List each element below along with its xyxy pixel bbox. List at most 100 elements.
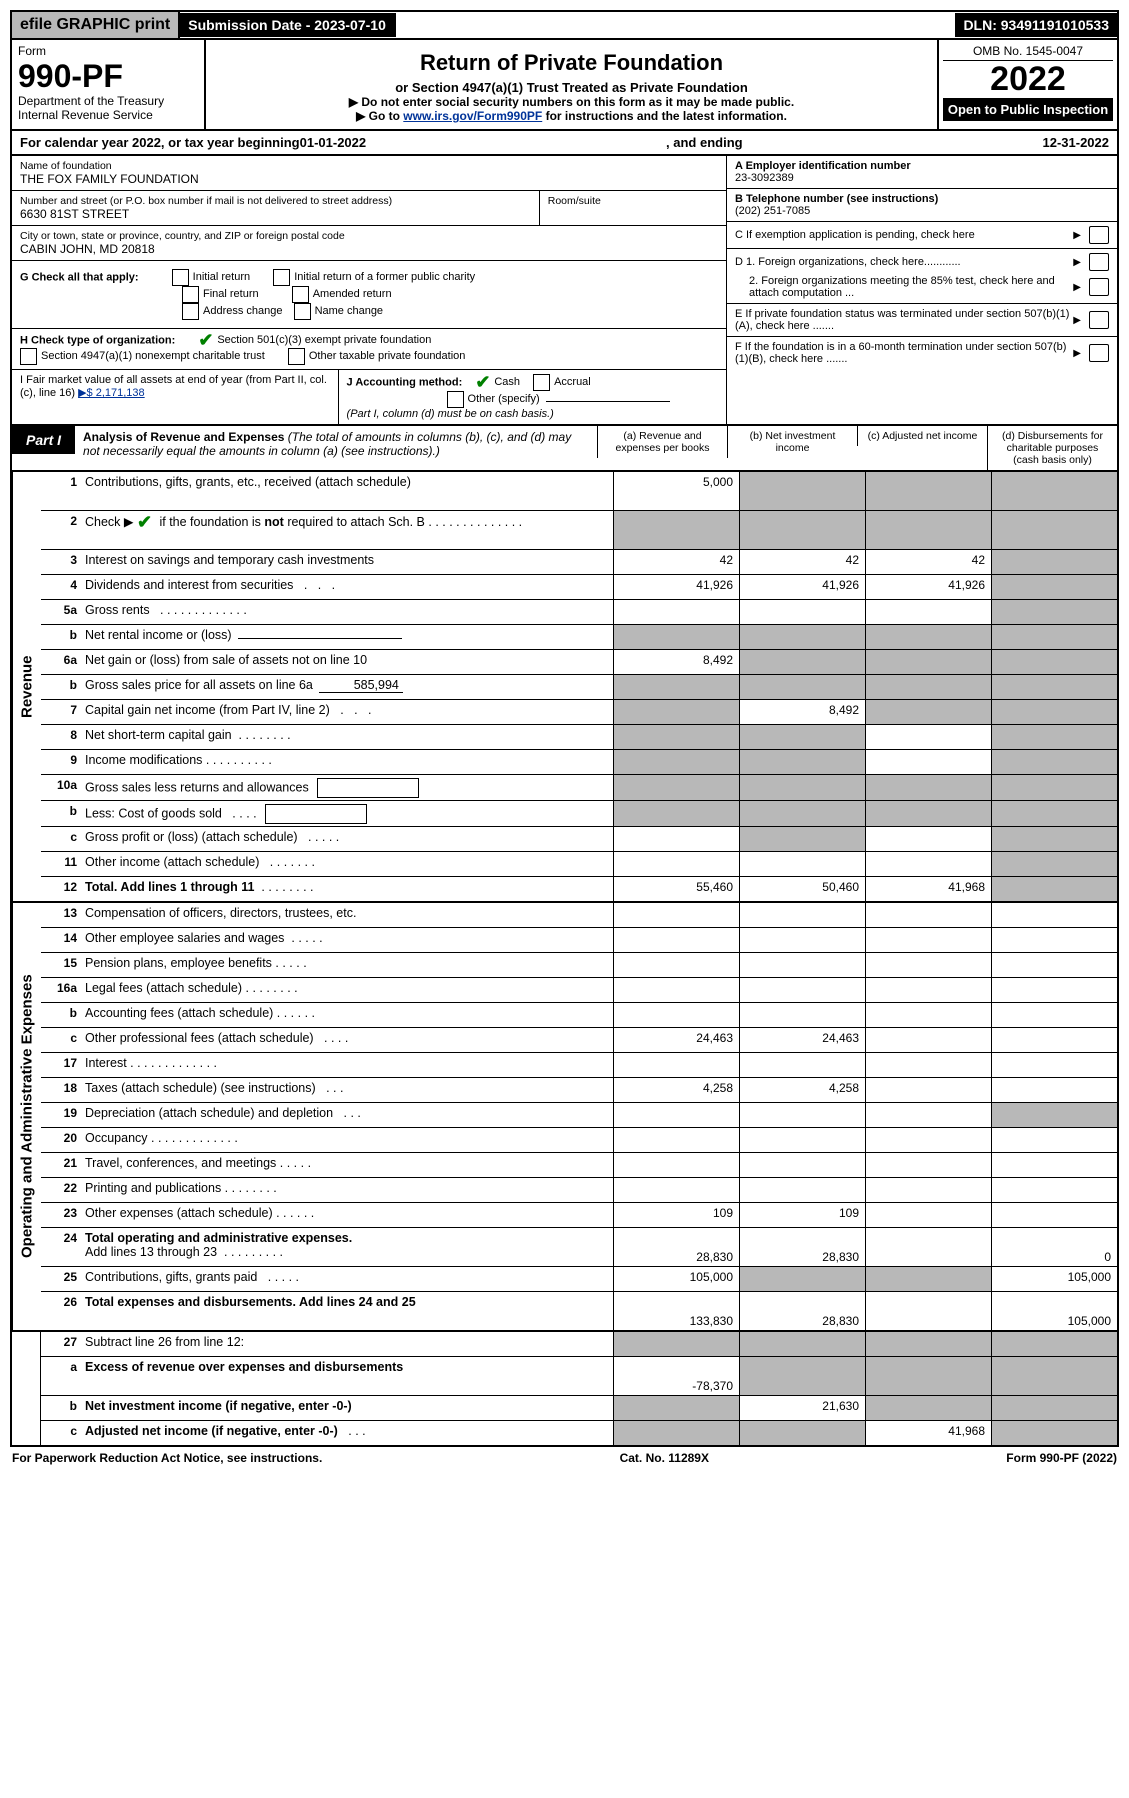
amt-b — [739, 650, 865, 674]
amt-c — [865, 1332, 991, 1356]
other-specify-line[interactable] — [546, 401, 670, 402]
d1-checkbox[interactable] — [1089, 253, 1109, 271]
row-num: 7 — [41, 700, 83, 724]
chk-other-method[interactable] — [447, 391, 464, 408]
amt-c — [865, 1267, 991, 1291]
amt-b: 8,492 — [739, 700, 865, 724]
amt-c: 42 — [865, 550, 991, 574]
amt-b — [739, 1003, 865, 1027]
ein-cell: A Employer identification number 23-3092… — [727, 156, 1117, 189]
arrow-icon — [1073, 314, 1083, 326]
amt-b — [739, 625, 865, 649]
g-label: G Check all that apply: — [20, 271, 139, 283]
r19-text: Depreciation (attach schedule) and deple… — [85, 1106, 333, 1120]
chk-501c3[interactable] — [198, 333, 213, 348]
irs-link[interactable]: www.irs.gov/Form990PF — [403, 109, 542, 123]
row-7: 7 Capital gain net income (from Part IV,… — [41, 700, 1117, 725]
row-3: 3 Interest on savings and temporary cash… — [41, 550, 1117, 575]
part1-label: Part I — [12, 426, 75, 454]
row-5a: 5a Gross rents . . . . . . . . . . . . . — [41, 600, 1117, 625]
amt-c — [865, 928, 991, 952]
amt-b — [739, 1421, 865, 1445]
amt-c: 41,926 — [865, 575, 991, 599]
row-10a: 10a Gross sales less returns and allowan… — [41, 775, 1117, 801]
amt-c — [865, 953, 991, 977]
chk-4947[interactable] — [20, 348, 37, 365]
form-subtitle: or Section 4947(a)(1) Trust Treated as P… — [212, 80, 931, 95]
chk-other-taxable[interactable] — [288, 348, 305, 365]
r10c-text: Gross profit or (loss) (attach schedule) — [85, 830, 298, 844]
row-desc: Interest on savings and temporary cash i… — [83, 550, 613, 574]
amt-d — [991, 928, 1117, 952]
amt-b: 109 — [739, 1203, 865, 1227]
row-desc: Other expenses (attach schedule) . . . .… — [83, 1203, 613, 1227]
arrow-icon — [1073, 347, 1083, 359]
row-num: 5a — [41, 600, 83, 624]
amt-a — [613, 1003, 739, 1027]
amt-d — [991, 1357, 1117, 1395]
amt-b — [739, 1128, 865, 1152]
row-10c: c Gross profit or (loss) (attach schedul… — [41, 827, 1117, 852]
entity-info: Name of foundation THE FOX FAMILY FOUNDA… — [10, 156, 1119, 426]
row-2: 2 Check ▶ if the foundation is not requi… — [41, 511, 1117, 550]
amt-b: 50,460 — [739, 877, 865, 901]
amt-d — [991, 1153, 1117, 1177]
amt-b: 4,258 — [739, 1078, 865, 1102]
amt-c — [865, 650, 991, 674]
chk-amended[interactable] — [292, 286, 309, 303]
row-num: 18 — [41, 1078, 83, 1102]
chk-address-change[interactable] — [182, 303, 199, 320]
f-checkbox[interactable] — [1089, 344, 1109, 362]
opt-other-method: Other (specify) — [468, 393, 540, 405]
arrow-icon — [1073, 281, 1083, 293]
row-desc: Gross sales less returns and allowances — [83, 775, 613, 800]
expenses-section: Operating and Administrative Expenses 13… — [10, 903, 1119, 1332]
chk-name-change[interactable] — [294, 303, 311, 320]
header-left: Form 990-PF Department of the Treasury I… — [12, 40, 206, 129]
c-checkbox[interactable] — [1089, 226, 1109, 244]
chk-final-return[interactable] — [182, 286, 199, 303]
j-cell: J Accounting method: Cash Accrual Other … — [339, 370, 726, 424]
amt-a — [613, 1128, 739, 1152]
chk-cash[interactable] — [475, 375, 490, 390]
r2-suffix: if the foundation is — [156, 515, 264, 529]
entity-left: Name of foundation THE FOX FAMILY FOUNDA… — [12, 156, 726, 424]
row-num: c — [41, 827, 83, 851]
row-15: 15 Pension plans, employee benefits . . … — [41, 953, 1117, 978]
amt-b — [739, 1178, 865, 1202]
row-25: 25 Contributions, gifts, grants paid . .… — [41, 1267, 1117, 1292]
amt-d — [991, 625, 1117, 649]
row-27a: a Excess of revenue over expenses and di… — [41, 1357, 1117, 1396]
amt-b — [739, 978, 865, 1002]
col-a-head: (a) Revenue and expenses per books — [597, 426, 727, 458]
r7-text: Capital gain net income (from Part IV, l… — [85, 703, 330, 717]
row-desc: Net gain or (loss) from sale of assets n… — [83, 650, 613, 674]
efile-label: efile GRAPHIC print — [12, 12, 180, 38]
chk-sch-b[interactable] — [137, 515, 152, 530]
d2-checkbox[interactable] — [1089, 278, 1109, 296]
chk-initial-former[interactable] — [273, 269, 290, 286]
amt-b: 28,830 — [739, 1228, 865, 1266]
amt-d — [991, 575, 1117, 599]
amt-d: 105,000 — [991, 1292, 1117, 1330]
i-value[interactable]: ▶$ 2,171,138 — [78, 387, 145, 399]
amt-d — [991, 903, 1117, 927]
amt-a: 133,830 — [613, 1292, 739, 1330]
r6b-text: Gross sales price for all assets on line… — [85, 678, 313, 692]
amt-c — [865, 1003, 991, 1027]
amt-b — [739, 750, 865, 774]
row-num: a — [41, 1357, 83, 1395]
amt-a: 41,926 — [613, 575, 739, 599]
opt-501c3: Section 501(c)(3) exempt private foundat… — [217, 334, 431, 346]
amt-a: 28,830 — [613, 1228, 739, 1266]
amt-b: 42 — [739, 550, 865, 574]
revenue-section: Revenue 1 Contributions, gifts, grants, … — [10, 472, 1119, 903]
chk-initial-return[interactable] — [172, 269, 189, 286]
amt-a — [613, 928, 739, 952]
amt-a — [613, 903, 739, 927]
chk-accrual[interactable] — [533, 374, 550, 391]
row-10b: b Less: Cost of goods sold . . . . — [41, 801, 1117, 827]
e-checkbox[interactable] — [1089, 311, 1109, 329]
r22-text: Printing and publications — [85, 1181, 221, 1195]
amt-d — [991, 1332, 1117, 1356]
